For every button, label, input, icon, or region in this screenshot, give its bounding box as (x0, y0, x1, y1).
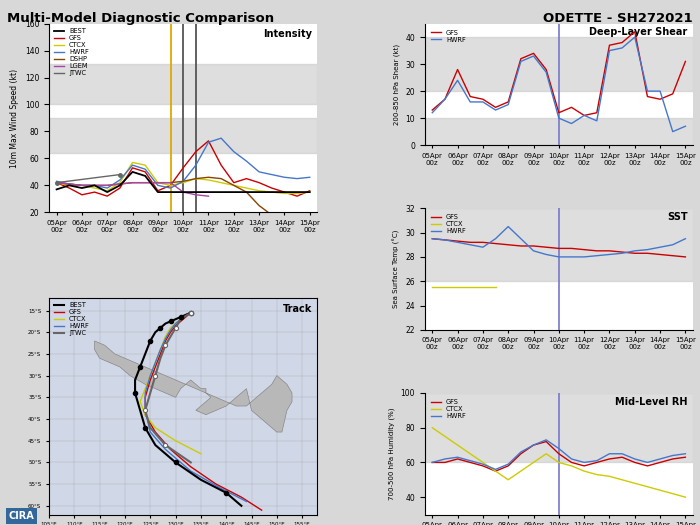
Bar (49, 118, 317, 153)
Legend: BEST, GFS, CTCX, HWRF, JTWC: BEST, GFS, CTCX, HWRF, JTWC (52, 301, 90, 338)
Legend: GFS, CTCX, HWRF: GFS, CTCX, HWRF (428, 212, 468, 237)
Text: Multi-Model Diagnostic Comparison: Multi-Model Diagnostic Comparison (7, 12, 274, 25)
Bar (425, 37, 693, 91)
Text: Mid-Level RH: Mid-Level RH (615, 397, 687, 407)
Y-axis label: 700-500 hPa Humidity (%): 700-500 hPa Humidity (%) (389, 407, 395, 500)
Text: Intensity: Intensity (263, 29, 312, 39)
Text: ODETTE - SH272021: ODETTE - SH272021 (543, 12, 693, 25)
Legend: BEST, GFS, CTCX, HWRF, DSHP, LGEM, JTWC: BEST, GFS, CTCX, HWRF, DSHP, LGEM, JTWC (52, 27, 90, 78)
Legend: GFS, HWRF: GFS, HWRF (428, 27, 468, 45)
Bar (425, 118, 693, 145)
Text: Deep-Layer Shear: Deep-Layer Shear (589, 27, 687, 37)
Text: SST: SST (667, 212, 687, 222)
Bar (425, 208, 693, 281)
Y-axis label: Sea Surface Temp (°C): Sea Surface Temp (°C) (393, 230, 400, 308)
Text: Track: Track (283, 304, 312, 314)
Y-axis label: 10m Max Wind Speed (kt): 10m Max Wind Speed (kt) (10, 68, 19, 167)
Bar (425, 393, 693, 463)
Legend: GFS, CTCX, HWRF: GFS, CTCX, HWRF (428, 396, 468, 422)
Text: CIRA: CIRA (8, 511, 34, 521)
Bar (49, 64, 317, 104)
Y-axis label: 200-850 hPa Shear (kt): 200-850 hPa Shear (kt) (393, 44, 400, 125)
Polygon shape (94, 341, 292, 432)
